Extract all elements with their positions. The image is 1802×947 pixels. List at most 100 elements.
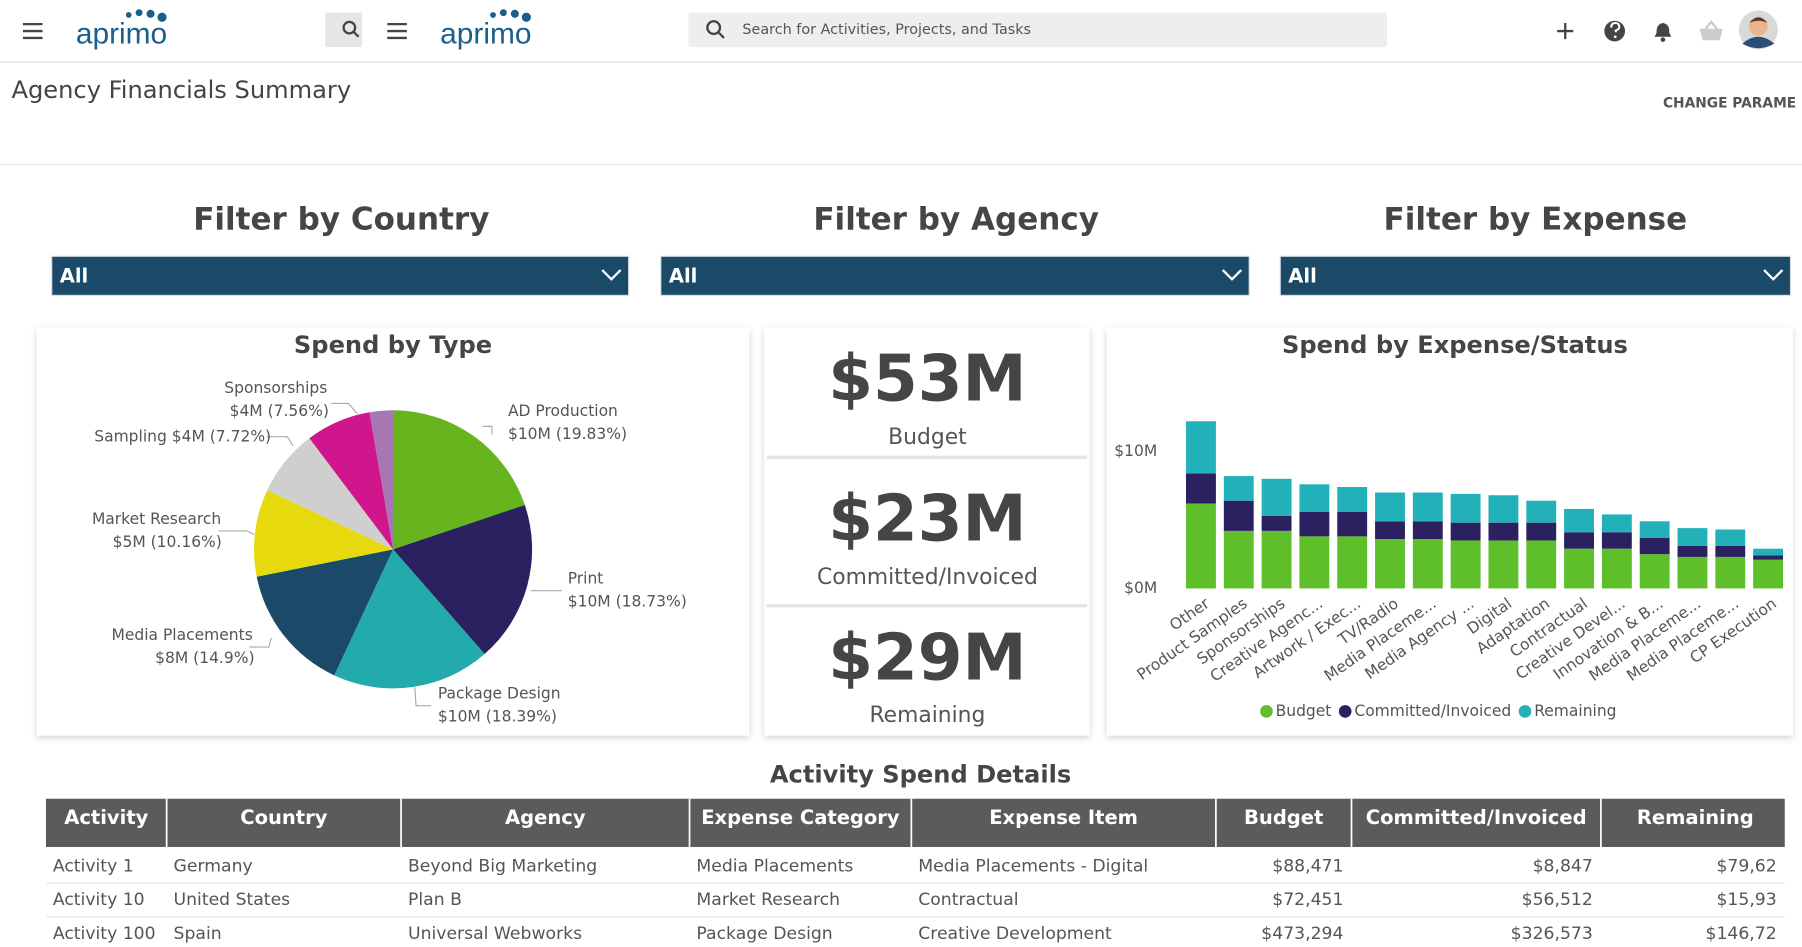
bar-segment [1488,495,1519,523]
pie-label: Sampling [94,427,167,445]
user-avatar[interactable] [1738,10,1778,50]
menu-button[interactable] [387,23,407,40]
table-cell: $146,72 [1705,924,1776,944]
table-title: Activity Spend Details [770,761,1071,789]
bar-segment [1753,559,1784,589]
column-header: Country [240,806,327,829]
bar-segment [1299,536,1330,589]
logo[interactable]: aprimo [76,18,167,51]
pie-value-label: $10M (18.39%) [438,708,557,726]
table-cell: Activity 10 [53,890,145,910]
filter-title: Filter by Expense [1384,202,1688,238]
bar-segment [1412,492,1443,522]
search-icon [706,20,725,39]
pie-label: Market Research [92,510,221,528]
bar-segment [1450,522,1481,541]
bar-segment [1488,522,1519,541]
bar-segment [1337,487,1368,512]
bar-segment [1601,548,1632,589]
bar-segment [1639,521,1670,538]
logo-dots [125,9,167,22]
bar-segment [1677,556,1708,589]
bar-segment [1261,530,1292,589]
bar-segment [1526,540,1557,589]
chart-title: Spend by Expense/Status [1282,331,1628,359]
column-header: Committed/Invoiced [1366,806,1587,829]
kpi-card [764,327,1090,736]
pie-value-label: $5M (10.16%) [113,533,222,551]
bar-segment [1375,539,1405,589]
table-cell: Universal Webworks [408,924,582,944]
cart-button[interactable] [1699,20,1723,41]
kpi-value: $29M [828,621,1026,696]
table-cell: $56,512 [1522,890,1593,910]
bar-segment [1564,508,1594,533]
bar-segment [1677,528,1708,546]
table-cell: Spain [174,924,222,944]
bar-segment [1715,545,1746,557]
pie-slice [253,490,394,577]
bar-segment [1261,478,1292,516]
country-dropdown[interactable] [51,255,630,296]
kpi-label: Remaining [869,703,985,728]
bar-segment [1639,537,1670,555]
logo[interactable]: aprimo [440,18,531,51]
pie-label: Package Design [438,685,561,703]
bar-segment [1715,556,1746,589]
expense-dropdown[interactable] [1279,255,1792,296]
table-cell: Package Design [696,924,832,944]
kpi-label: Budget [888,425,967,450]
column-header: Budget [1244,806,1323,829]
bar-segment [1223,476,1254,501]
bar-segment [1677,545,1708,557]
y-tick-label: $0M [1124,579,1157,597]
bar-segment [1564,532,1594,549]
column-header: Agency [505,806,586,829]
pie-leaders [218,402,562,707]
pie-value-label: $10M (18.73%) [568,593,687,611]
pie-label: AD Production [508,402,618,420]
table-cell: $326,573 [1511,924,1593,944]
pie-slice [393,504,533,655]
pie-label-group: Sampling $4M (7.72%) [94,427,271,445]
bar-segment [1223,530,1254,589]
legend-label: Remaining [1534,702,1616,720]
kpi-label: Committed/Invoiced [817,565,1038,590]
dropdown-value: All [1288,264,1316,287]
pie-value-label: $4M (7.56%) [230,402,329,420]
legend-marker [1260,705,1273,718]
menu-button[interactable] [22,23,43,40]
bar-segment [1412,539,1443,589]
pie-slice [309,412,394,550]
bar-segment [1186,473,1216,504]
agency-dropdown[interactable] [660,255,1250,296]
bar-segment [1526,522,1557,541]
dropdown-value: All [669,264,697,287]
bar-segment [1337,511,1368,537]
search-icon [342,20,360,38]
table-cell: Activity 100 [53,924,156,944]
table-cell: Contractual [918,890,1018,910]
pie-label: Print [568,570,604,588]
table-cell: $79,62 [1716,857,1776,877]
bar-segment [1299,511,1330,537]
notifications-button[interactable] [1654,23,1671,42]
bar-segment [1261,515,1292,531]
bar-segment [1639,554,1670,589]
bar-segment [1488,540,1519,589]
change-parameters-button[interactable]: CHANGE PARAME [1663,95,1796,111]
help-button[interactable] [1604,20,1626,42]
column-header: Remaining [1637,806,1754,829]
bar-segment [1375,521,1405,540]
add-button[interactable] [1557,23,1574,40]
bar-segment [1412,521,1443,540]
column-header: Expense Category [701,806,900,829]
pie-value-label: $10M (19.83%) [508,425,627,443]
bar-segment [1450,540,1481,589]
dropdown-chevron [601,269,1784,281]
bar-segment [1375,492,1405,522]
bar-segment [1526,500,1557,523]
search-bar[interactable] [688,12,1388,48]
